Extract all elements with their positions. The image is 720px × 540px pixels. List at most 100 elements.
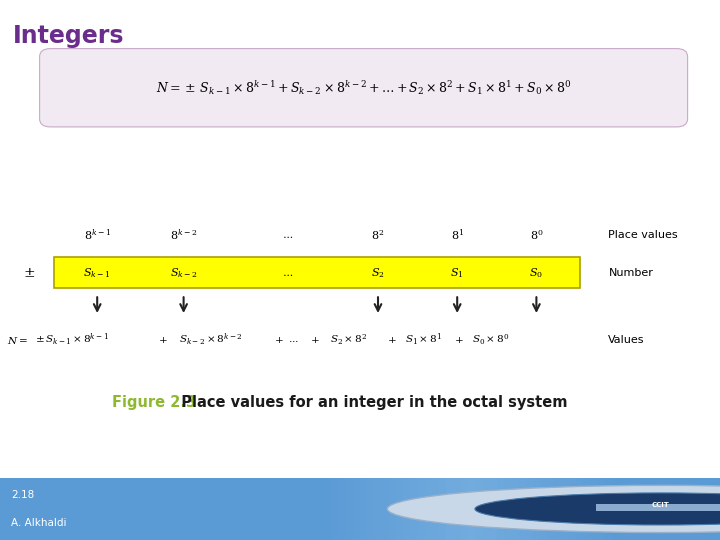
Text: $S_0 \times 8^0$: $S_0 \times 8^0$ bbox=[472, 333, 510, 347]
Text: Figure 2.3: Figure 2.3 bbox=[112, 395, 196, 410]
Bar bbox=[259, 478, 266, 540]
Bar bbox=[511, 478, 518, 540]
Bar bbox=[454, 478, 461, 540]
Bar bbox=[346, 478, 353, 540]
Bar bbox=[461, 478, 468, 540]
Bar bbox=[86, 478, 94, 540]
Bar bbox=[22, 478, 29, 540]
Bar bbox=[144, 478, 151, 540]
Text: $8^{k-2}$: $8^{k-2}$ bbox=[170, 227, 197, 242]
Bar bbox=[317, 478, 324, 540]
Bar bbox=[468, 478, 475, 540]
Bar bbox=[583, 478, 590, 540]
Bar bbox=[266, 478, 274, 540]
Circle shape bbox=[387, 485, 720, 532]
Bar bbox=[475, 478, 482, 540]
Bar bbox=[302, 478, 310, 540]
Text: Number: Number bbox=[608, 268, 653, 278]
Text: $\cdots$: $\cdots$ bbox=[288, 335, 298, 345]
Text: Place values for an integer in the octal system: Place values for an integer in the octal… bbox=[171, 395, 568, 410]
Text: $+$: $+$ bbox=[158, 335, 168, 345]
Bar bbox=[43, 478, 50, 540]
Bar bbox=[130, 478, 137, 540]
Bar bbox=[684, 478, 691, 540]
Bar bbox=[187, 478, 194, 540]
Bar bbox=[29, 478, 36, 540]
Bar bbox=[677, 478, 684, 540]
Bar bbox=[670, 478, 677, 540]
Bar bbox=[310, 478, 317, 540]
Bar bbox=[439, 478, 446, 540]
Bar bbox=[137, 478, 144, 540]
Bar bbox=[194, 478, 202, 540]
Bar bbox=[166, 478, 173, 540]
Text: $+$: $+$ bbox=[387, 335, 397, 345]
Text: $8^2$: $8^2$ bbox=[372, 228, 384, 242]
Bar bbox=[482, 478, 490, 540]
Text: $\cdots$: $\cdots$ bbox=[282, 268, 294, 278]
Text: 2.18: 2.18 bbox=[11, 490, 34, 500]
Bar bbox=[238, 478, 245, 540]
Text: $\cdots$: $\cdots$ bbox=[282, 230, 294, 240]
Bar bbox=[605, 478, 612, 540]
Text: $S_1$: $S_1$ bbox=[451, 266, 464, 280]
Bar bbox=[252, 478, 259, 540]
Text: $N=$: $N=$ bbox=[7, 335, 28, 346]
Text: $S_0$: $S_0$ bbox=[529, 266, 544, 280]
Text: $8^0$: $8^0$ bbox=[530, 228, 543, 242]
Text: CPIT 201: CPIT 201 bbox=[500, 502, 576, 516]
Bar bbox=[54, 257, 580, 288]
Bar bbox=[65, 478, 72, 540]
Text: CCIT: CCIT bbox=[652, 502, 670, 508]
Bar bbox=[173, 478, 180, 540]
Bar bbox=[331, 478, 338, 540]
Bar bbox=[382, 478, 389, 540]
Bar bbox=[641, 478, 648, 540]
Bar bbox=[596, 504, 720, 511]
Circle shape bbox=[475, 493, 720, 525]
Bar bbox=[367, 478, 374, 540]
Bar bbox=[274, 478, 281, 540]
Bar bbox=[504, 478, 511, 540]
Text: $+$: $+$ bbox=[310, 335, 319, 345]
Bar bbox=[389, 478, 396, 540]
Text: $\pm\,S_{k-1} \times 8^{k-1}$: $\pm\,S_{k-1} \times 8^{k-1}$ bbox=[35, 332, 108, 348]
Bar bbox=[612, 478, 619, 540]
Text: $S_2 \times 8^2$: $S_2 \times 8^2$ bbox=[330, 333, 367, 347]
Bar bbox=[497, 478, 504, 540]
Bar bbox=[396, 478, 403, 540]
Text: $\pm$: $\pm$ bbox=[23, 266, 35, 280]
Bar bbox=[360, 478, 367, 540]
Bar bbox=[72, 478, 79, 540]
Text: Values: Values bbox=[608, 335, 645, 345]
Bar bbox=[562, 478, 569, 540]
Bar bbox=[634, 478, 641, 540]
Text: $S_{k-1}$: $S_{k-1}$ bbox=[84, 266, 111, 280]
Text: $8^{k-1}$: $8^{k-1}$ bbox=[84, 227, 111, 242]
Bar bbox=[576, 478, 583, 540]
Text: $S_2$: $S_2$ bbox=[371, 266, 385, 280]
Bar bbox=[619, 478, 626, 540]
Bar bbox=[50, 478, 58, 540]
Text: $8^1$: $8^1$ bbox=[451, 227, 464, 242]
Bar bbox=[14, 478, 22, 540]
Text: A. Alkhaldi: A. Alkhaldi bbox=[11, 518, 66, 528]
Bar bbox=[36, 478, 43, 540]
Bar bbox=[698, 478, 706, 540]
Text: Integers: Integers bbox=[13, 24, 125, 48]
Text: $S_{k-2}$: $S_{k-2}$ bbox=[170, 266, 197, 280]
Bar bbox=[180, 478, 187, 540]
Bar bbox=[648, 478, 655, 540]
Bar bbox=[518, 478, 526, 540]
Bar bbox=[374, 478, 382, 540]
Bar bbox=[58, 478, 65, 540]
Text: Place values: Place values bbox=[608, 230, 678, 240]
Bar bbox=[101, 478, 108, 540]
Bar bbox=[490, 478, 497, 540]
Bar bbox=[540, 478, 547, 540]
Bar bbox=[245, 478, 252, 540]
Bar bbox=[598, 478, 605, 540]
Bar bbox=[158, 478, 166, 540]
Bar bbox=[706, 478, 713, 540]
Text: $+$: $+$ bbox=[274, 335, 283, 345]
